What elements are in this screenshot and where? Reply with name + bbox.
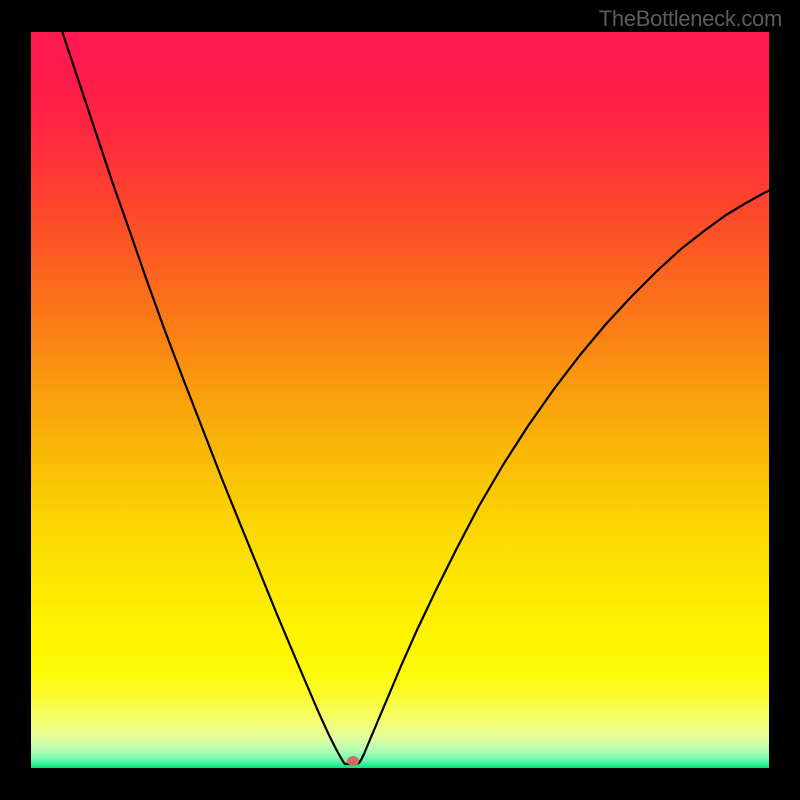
plot-area bbox=[31, 32, 769, 768]
watermark-text: TheBottleneck.com bbox=[599, 6, 782, 32]
bottleneck-curve bbox=[31, 32, 769, 768]
optimum-marker bbox=[347, 756, 359, 766]
chart-container: TheBottleneck.com bbox=[0, 0, 800, 800]
